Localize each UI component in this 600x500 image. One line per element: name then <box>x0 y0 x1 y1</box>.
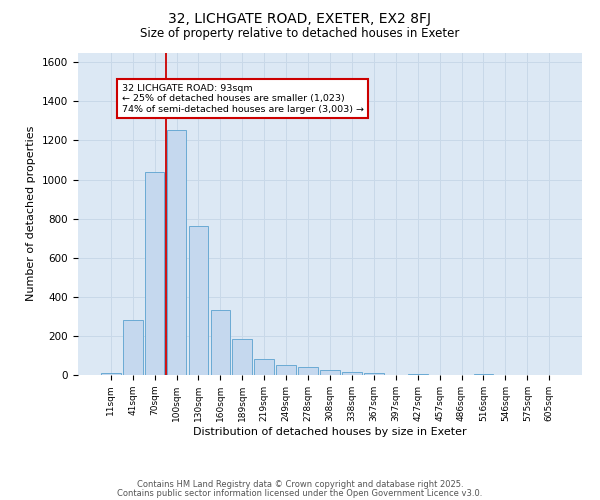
Bar <box>276 365 296 375</box>
Bar <box>123 320 143 375</box>
Bar <box>167 130 187 375</box>
Bar <box>342 372 362 375</box>
Text: Contains HM Land Registry data © Crown copyright and database right 2025.: Contains HM Land Registry data © Crown c… <box>137 480 463 489</box>
Text: 32 LICHGATE ROAD: 93sqm
← 25% of detached houses are smaller (1,023)
74% of semi: 32 LICHGATE ROAD: 93sqm ← 25% of detache… <box>122 84 364 114</box>
Bar <box>232 339 252 375</box>
Bar <box>364 374 384 375</box>
Y-axis label: Number of detached properties: Number of detached properties <box>26 126 37 302</box>
Bar <box>298 367 318 375</box>
X-axis label: Distribution of detached houses by size in Exeter: Distribution of detached houses by size … <box>193 426 467 436</box>
Bar <box>188 226 208 375</box>
Bar <box>211 310 230 375</box>
Text: Contains public sector information licensed under the Open Government Licence v3: Contains public sector information licen… <box>118 488 482 498</box>
Bar <box>473 374 493 375</box>
Bar <box>254 360 274 375</box>
Text: Size of property relative to detached houses in Exeter: Size of property relative to detached ho… <box>140 28 460 40</box>
Text: 32, LICHGATE ROAD, EXETER, EX2 8FJ: 32, LICHGATE ROAD, EXETER, EX2 8FJ <box>169 12 431 26</box>
Bar <box>145 172 164 375</box>
Bar <box>408 374 428 375</box>
Bar <box>320 370 340 375</box>
Bar <box>101 373 121 375</box>
